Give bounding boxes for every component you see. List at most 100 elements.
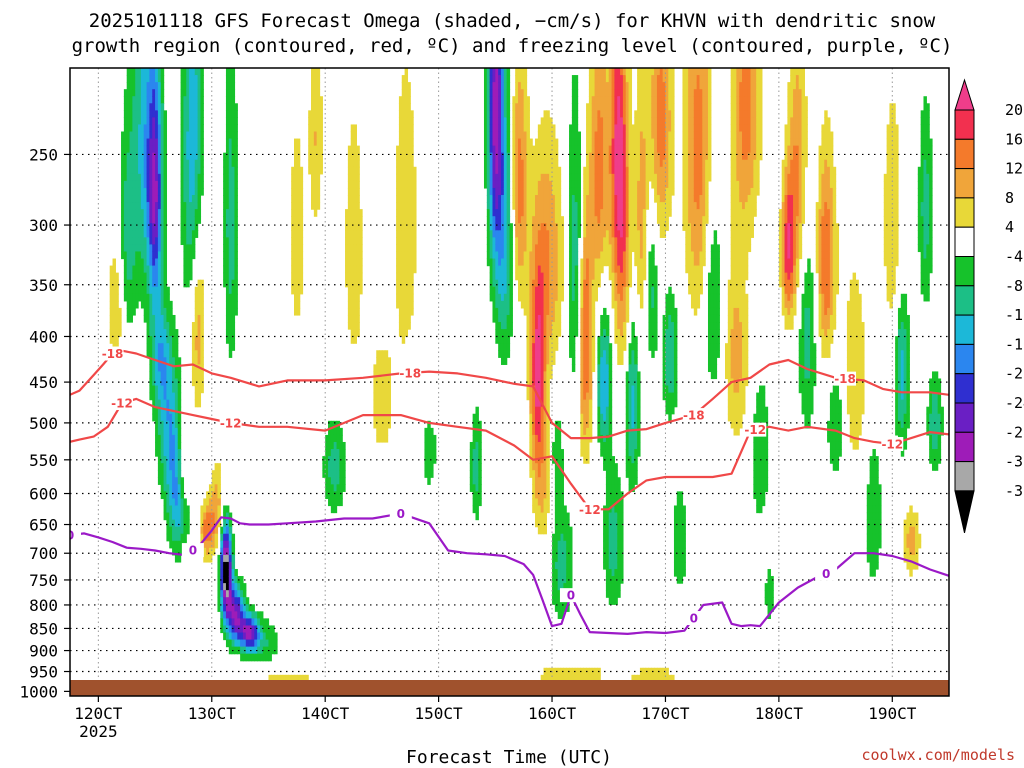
omega-cell <box>637 434 641 443</box>
omega-cell <box>583 420 587 429</box>
omega-cell <box>407 322 411 330</box>
omega-cell <box>359 223 363 231</box>
omega-cell <box>432 434 437 443</box>
omega-cell <box>648 110 652 118</box>
omega-cell <box>143 272 148 281</box>
omega-cell <box>200 117 204 126</box>
omega-cell <box>634 202 638 210</box>
omega-cell <box>614 540 618 549</box>
omega-cell <box>342 463 346 471</box>
omega-cell <box>208 505 213 514</box>
omega-cell <box>138 103 142 111</box>
omega-cell <box>628 456 633 464</box>
omega-cell <box>384 399 389 408</box>
omega-cell <box>492 195 496 203</box>
omega-cell <box>296 258 301 267</box>
omega-cell <box>172 322 176 330</box>
omega-cell <box>140 138 145 147</box>
omega-cell <box>515 258 519 267</box>
omega-cell <box>571 307 576 316</box>
omega-cell <box>523 265 528 274</box>
omega-cell <box>637 103 641 111</box>
omega-cell <box>413 251 417 260</box>
omega-cell <box>191 195 196 203</box>
omega-cell <box>591 265 596 274</box>
omega-cell <box>149 314 153 323</box>
omega-cell <box>642 152 647 161</box>
omega-cell <box>126 96 131 104</box>
omega-cell <box>586 427 590 436</box>
omega-cell <box>495 75 499 83</box>
omega-cell <box>571 138 576 147</box>
omega-cell <box>600 110 604 118</box>
omega-cell <box>617 89 621 97</box>
omega-cell <box>543 187 547 196</box>
omega-cell <box>617 293 621 302</box>
omega-cell <box>566 526 570 535</box>
omega-cell <box>506 117 511 126</box>
omega-cell <box>220 583 224 591</box>
omega-cell <box>401 124 406 133</box>
omega-cell <box>350 187 355 196</box>
omega-cell <box>546 124 550 133</box>
omega-cell <box>580 427 584 436</box>
omega-cell <box>143 195 148 203</box>
omega-cell <box>537 166 542 175</box>
omega-cell <box>160 286 165 295</box>
omega-cell <box>313 173 318 182</box>
omega-cell <box>129 68 133 76</box>
omega-cell <box>588 385 593 394</box>
omega-cell <box>132 75 136 83</box>
omega-cell <box>259 639 264 648</box>
omega-cell <box>495 237 499 246</box>
omega-cell <box>155 223 159 231</box>
omega-cell <box>191 202 196 210</box>
omega-cell <box>549 159 553 168</box>
omega-cell <box>152 152 156 161</box>
omega-cell <box>257 639 261 648</box>
omega-cell <box>234 611 238 619</box>
omega-cell <box>529 265 533 274</box>
omega-cell <box>200 350 204 358</box>
omega-cell <box>186 96 190 104</box>
omega-cell <box>569 195 573 203</box>
omega-cell <box>347 166 352 175</box>
omega-cell <box>656 117 661 126</box>
omega-cell <box>580 364 584 373</box>
omega-cell <box>537 159 542 168</box>
omega-cell <box>231 187 236 196</box>
omega-cell <box>160 202 165 210</box>
omega-cell <box>611 583 616 591</box>
omega-cell <box>529 463 533 471</box>
omega-cell <box>339 470 343 478</box>
omega-cell <box>625 159 630 168</box>
omega-cell <box>345 251 349 260</box>
omega-cell <box>180 159 185 168</box>
omega-cell <box>614 307 618 316</box>
omega-cell <box>228 576 233 584</box>
omega-cell <box>225 512 230 521</box>
omega-cell <box>586 180 590 189</box>
omega-cell <box>325 470 329 478</box>
omega-cell <box>489 272 494 281</box>
omega-cell <box>622 68 627 76</box>
omega-cell <box>163 279 168 288</box>
omega-cell <box>231 166 236 175</box>
omega-cell <box>608 117 613 126</box>
omega-cell <box>608 399 613 408</box>
omega-cell <box>526 244 530 253</box>
omega-cell <box>404 322 409 330</box>
omega-cell <box>191 173 196 182</box>
omega-cell <box>594 272 598 281</box>
omega-cell <box>639 187 644 196</box>
omega-cell <box>506 279 511 288</box>
omega-cell <box>350 265 355 274</box>
omega-cell <box>526 258 530 267</box>
omega-cell <box>240 639 244 648</box>
omega-cell <box>594 293 598 302</box>
omega-cell <box>129 195 133 203</box>
omega-cell <box>197 131 202 140</box>
omega-cell <box>123 237 128 246</box>
omega-cell <box>242 639 247 648</box>
omega-cell <box>194 110 199 118</box>
